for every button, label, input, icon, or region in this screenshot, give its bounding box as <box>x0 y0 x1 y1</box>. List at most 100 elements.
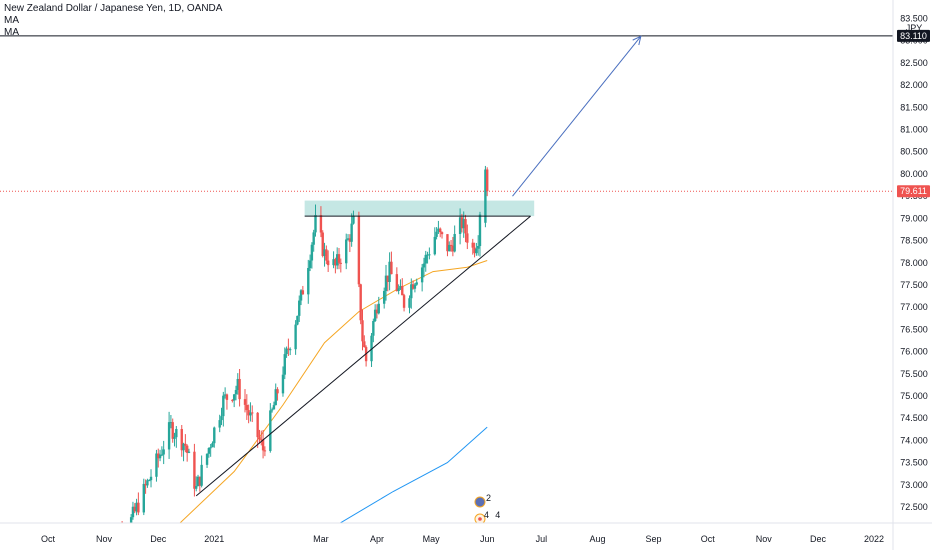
candle-body <box>155 453 158 477</box>
event-marker-count: 2 <box>486 493 491 503</box>
candle-body <box>149 476 153 481</box>
candle-body <box>375 309 379 314</box>
candle-body <box>408 298 411 308</box>
currency-label: JPY <box>906 23 923 33</box>
candle-body <box>263 450 267 452</box>
candle-body <box>326 260 330 266</box>
candle-body <box>182 443 185 451</box>
candle-body <box>334 259 337 266</box>
candle-body <box>285 348 288 355</box>
candle-body <box>460 217 464 229</box>
candle-body <box>484 169 487 223</box>
candle-body <box>426 254 429 256</box>
indicator-ma-2[interactable]: MA <box>4 27 19 38</box>
candle-body <box>451 245 455 252</box>
target-price-label: 83.110 <box>900 31 927 41</box>
candle-body <box>121 531 123 540</box>
triangle-support-line <box>195 215 531 497</box>
candle-body <box>449 244 453 246</box>
candle-body <box>187 451 191 453</box>
chart-title: New Zealand Dollar / Japanese Yen, 1D, O… <box>4 3 223 14</box>
candle-body <box>388 261 391 282</box>
candle-body <box>222 395 225 417</box>
candle-body <box>198 476 202 486</box>
candle-body <box>390 261 393 275</box>
last-price-label: 79.611 <box>900 186 927 196</box>
candle-body <box>410 284 413 299</box>
candle-body <box>448 244 451 252</box>
candle-body <box>200 464 203 486</box>
price-tick-label: 75.000 <box>900 391 928 401</box>
time-tick-label: 2022 <box>864 534 884 544</box>
candle-body <box>234 389 238 395</box>
price-axis[interactable]: 72.500 73.000 73.500 74.000 74.500 75.000 75.5… <box>892 0 930 550</box>
candle-body <box>346 238 350 240</box>
candle-body <box>348 238 352 242</box>
candle-body <box>269 410 272 451</box>
candle-body <box>466 233 469 243</box>
time-axis[interactable]: Oct Nov Dec 2021 Mar Apr May Jun Jul Aug Sep Oct Nov… <box>0 522 932 544</box>
candle-body <box>281 374 285 394</box>
candle-body <box>384 275 388 291</box>
candle-body <box>157 453 160 459</box>
event-marker-dot <box>478 517 482 521</box>
candle-body <box>486 169 489 192</box>
time-tick-label: Aug <box>589 534 605 544</box>
time-tick-label: Jun <box>480 534 495 544</box>
candle-body <box>211 443 214 448</box>
candle-body <box>478 214 482 247</box>
price-tick-label: 73.000 <box>900 480 928 490</box>
candle-body <box>453 233 456 252</box>
candle-body <box>345 239 348 264</box>
candle-body <box>171 422 174 439</box>
price-tick-label: 81.500 <box>900 102 928 112</box>
candle-body <box>335 254 339 266</box>
price-tick-label: 82.500 <box>900 58 928 68</box>
price-tick-label: 74.000 <box>900 435 928 445</box>
candle-body <box>294 324 297 350</box>
candle-body <box>117 536 119 540</box>
candle-body <box>247 410 250 416</box>
candle-body <box>135 502 138 512</box>
indicator-ma-1[interactable]: MA <box>4 15 19 26</box>
candle-body <box>146 480 149 486</box>
plot-area[interactable]: 24 4 <box>0 35 893 550</box>
candle-body <box>471 242 474 248</box>
candle-body <box>357 215 361 285</box>
ma-slow-line <box>339 426 488 523</box>
price-tick-label: 74.500 <box>900 413 928 423</box>
event-marker-icon <box>474 496 486 508</box>
candle-body <box>372 320 375 336</box>
price-tick-label: 76.500 <box>900 324 928 334</box>
candle-body <box>310 244 314 261</box>
candle-body <box>260 439 263 441</box>
time-tick-label: Sep <box>645 534 661 544</box>
price-tick-label: 77.000 <box>900 302 928 312</box>
time-tick-label: 2021 <box>204 534 224 544</box>
candle-body <box>196 476 200 487</box>
candle-body <box>359 284 362 321</box>
candle-body <box>133 506 136 512</box>
candle-body <box>245 404 249 411</box>
price-tick-label: 72.500 <box>900 502 928 512</box>
candle-body <box>437 228 440 232</box>
candle-body <box>112 536 114 543</box>
candle-body <box>332 259 335 266</box>
target-arrow-head <box>632 35 642 46</box>
candle-body <box>339 262 343 264</box>
candle-body <box>137 502 140 513</box>
candle-body <box>314 215 317 233</box>
candle-body <box>428 254 431 256</box>
candle-body <box>167 422 171 450</box>
time-tick-label: Nov <box>96 534 113 544</box>
price-tick-label: 73.500 <box>900 458 928 468</box>
candle-body <box>209 447 212 449</box>
ma-fast-line <box>179 260 488 523</box>
candle-body <box>321 232 324 256</box>
candle-body <box>272 405 276 410</box>
time-tick-label: Jul <box>536 534 548 544</box>
candle-body <box>473 247 476 254</box>
price-tick-label: 78.000 <box>900 258 928 268</box>
candle-body <box>144 483 147 486</box>
